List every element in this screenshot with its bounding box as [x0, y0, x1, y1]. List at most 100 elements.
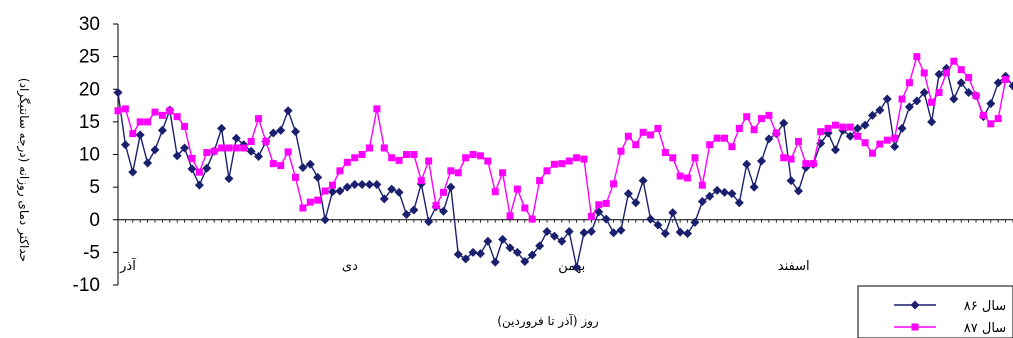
data-point: [809, 160, 817, 168]
series-line: [117, 54, 1007, 221]
data-point: [749, 182, 759, 192]
data-point: [734, 198, 744, 208]
data-point: [372, 180, 382, 190]
data-point: [231, 133, 241, 143]
data-point: [647, 131, 655, 139]
data-point: [867, 110, 877, 120]
data-point: [202, 163, 212, 173]
data-point: [217, 123, 227, 133]
data-point: [920, 69, 928, 77]
data-point: [305, 159, 315, 169]
data-point: [772, 129, 780, 137]
data-point: [831, 121, 839, 129]
data-point: [364, 180, 374, 190]
data-point: [475, 249, 485, 259]
data-point: [956, 78, 966, 88]
data-point: [986, 99, 996, 109]
data-point: [490, 257, 500, 267]
data-point: [114, 107, 122, 115]
x-tick-label: دی: [342, 259, 358, 274]
data-point: [602, 199, 610, 207]
data-point: [343, 158, 351, 166]
legend-item: سال ۸۷: [894, 321, 1006, 336]
legend-box: [857, 285, 1013, 338]
data-point: [314, 196, 322, 204]
data-point: [543, 167, 551, 175]
y-tick-label: -10: [73, 275, 100, 296]
data-point: [846, 123, 854, 131]
data-point: [794, 137, 802, 145]
data-point: [395, 156, 403, 164]
data-point: [224, 174, 234, 184]
legend-marker: [910, 300, 920, 310]
data-point: [897, 123, 907, 133]
data-point: [949, 94, 959, 104]
data-point: [320, 215, 330, 225]
data-point: [194, 180, 204, 190]
data-point: [299, 204, 307, 212]
data-point: [684, 174, 692, 182]
x-tick-label: اسفند: [778, 259, 810, 274]
data-point: [609, 228, 619, 238]
data-point: [321, 187, 329, 195]
y-tick-label: 20: [79, 79, 100, 100]
data-point: [691, 154, 699, 162]
data-point: [587, 212, 595, 220]
data-point: [579, 228, 589, 238]
data-point: [536, 177, 544, 185]
x-tick-label: آذر: [119, 257, 137, 274]
data-point: [705, 191, 715, 201]
data-point: [298, 163, 308, 173]
data-point: [468, 247, 478, 257]
data-point: [336, 167, 344, 175]
legend: سال ۸۶ سال ۸۷: [857, 285, 1013, 338]
data-point: [839, 123, 847, 131]
data-point: [965, 74, 973, 82]
data-point: [350, 180, 360, 190]
data-point: [483, 236, 493, 246]
data-point: [453, 249, 463, 259]
data-point: [757, 156, 767, 166]
data-point: [565, 157, 573, 165]
data-point: [787, 155, 795, 163]
data-point: [624, 132, 632, 140]
y-tick-label: 0: [89, 210, 100, 231]
data-point: [601, 214, 611, 224]
data-point: [329, 181, 337, 189]
data-point: [151, 108, 159, 116]
data-point: [786, 176, 796, 186]
data-point: [528, 215, 536, 223]
data-point: [675, 227, 685, 237]
data-point: [425, 157, 433, 165]
data-point: [690, 217, 700, 227]
data-point: [187, 164, 197, 174]
data-point: [957, 66, 965, 74]
data-point: [387, 184, 397, 194]
data-point: [728, 143, 736, 151]
data-point: [276, 125, 286, 135]
data-point: [550, 160, 558, 168]
data-point: [520, 257, 530, 267]
data-point: [898, 95, 906, 103]
data-point: [166, 107, 174, 115]
y-tick-label: 15: [79, 112, 100, 133]
data-point: [891, 134, 899, 142]
data-point: [912, 96, 922, 106]
data-point: [927, 117, 937, 127]
data-point: [135, 130, 145, 140]
data-point: [210, 147, 218, 155]
data-point: [158, 111, 166, 119]
data-point: [454, 169, 462, 177]
data-point: [335, 186, 345, 196]
data-point: [676, 172, 684, 180]
data-point: [1008, 81, 1013, 91]
data-point: [758, 115, 766, 123]
data-point: [802, 160, 810, 168]
data-point: [446, 182, 456, 192]
data-point: [935, 89, 943, 97]
data-point: [225, 144, 233, 152]
data-point: [564, 226, 574, 236]
data-point: [203, 149, 211, 157]
data-point: [476, 152, 484, 160]
